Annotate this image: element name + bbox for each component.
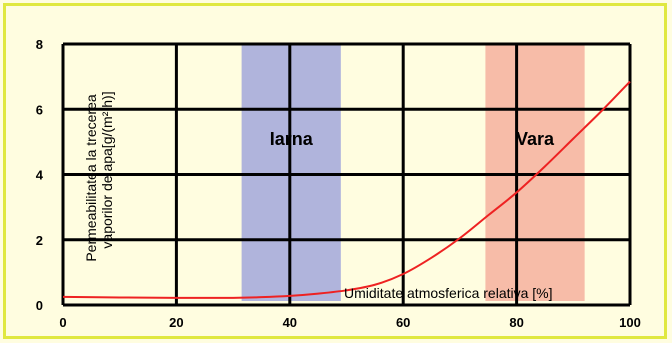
band-vara [485, 44, 585, 301]
y-tick-label-8: 8 [36, 37, 43, 52]
series-line-0 [62, 80, 631, 299]
band-label-vara: Vara [516, 129, 555, 149]
season-band-labels: Iarna Vara [270, 129, 555, 149]
series-lines [62, 80, 631, 299]
band-label-iarna: Iarna [270, 129, 314, 149]
x-axis-label: Umiditate atmosferica relativa [%] [344, 285, 553, 301]
y-axis-label-line-2: vaporilor de apa[g/(m² h)] [99, 91, 115, 248]
y-tick-label-0: 0 [36, 298, 43, 313]
y-tick-label-4: 4 [36, 168, 44, 183]
season-bands [241, 44, 585, 301]
x-tick-label-100: 100 [619, 315, 641, 330]
y-axis-label-line-1: Permeabilitatea la trecerea [83, 94, 99, 262]
y-tick-label-6: 6 [36, 102, 43, 117]
x-tick-label-0: 0 [59, 315, 66, 330]
x-tick-label-60: 60 [396, 315, 410, 330]
x-tick-label-20: 20 [169, 315, 183, 330]
y-tick-label-2: 2 [36, 233, 43, 248]
tick-labels: 0 20 40 60 80 100 0 2 4 6 8 [36, 37, 641, 330]
x-tick-label-80: 80 [509, 315, 523, 330]
x-tick-label-40: 40 [283, 315, 297, 330]
